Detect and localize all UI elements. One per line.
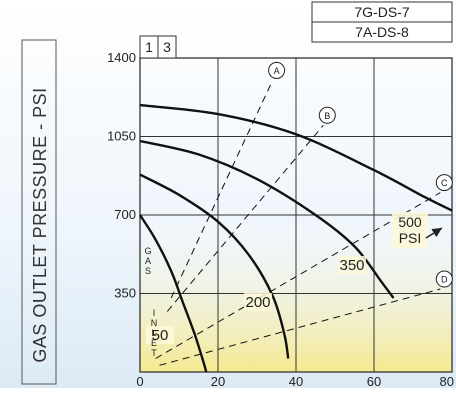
x-tick-label-20: 20 xyxy=(211,374,225,388)
series-label-350: 350 xyxy=(339,257,364,274)
series-marker-c xyxy=(435,174,453,192)
gas-inlet-char-2: S xyxy=(145,266,151,276)
series-label-bg-350 xyxy=(338,256,366,274)
series-marker-b xyxy=(318,106,336,124)
y-tick-label-1400: 1400 xyxy=(107,50,136,65)
header-box-label-3: 3 xyxy=(163,39,171,55)
series-label-d: D xyxy=(441,275,448,285)
gas-inlet-char-7: T xyxy=(151,348,157,358)
header-box-label-1: 1 xyxy=(145,39,153,55)
x-tick-label-40: 40 xyxy=(289,374,303,388)
header-box-3 xyxy=(157,35,177,59)
series-marker-a xyxy=(268,61,286,79)
series-label-50: 50 xyxy=(152,327,169,344)
series-line-500-psi xyxy=(139,103,453,212)
model-label-7a-ds-8: 7A-DS-8 xyxy=(355,24,409,40)
y-tick-label-350: 350 xyxy=(114,286,136,301)
series-label-500-psi-1: PSI xyxy=(399,230,422,246)
series-line-b xyxy=(166,124,324,312)
y-tick-label-1050: 1050 xyxy=(107,129,136,144)
series-layer xyxy=(138,80,453,373)
series-line-c xyxy=(155,192,441,359)
y-axis-title: GAS OUTLET PRESSURE - PSI xyxy=(30,87,50,362)
series-label-a: A xyxy=(274,66,280,76)
series-arrow-500-psi xyxy=(425,227,443,239)
series-marker-d xyxy=(435,270,453,288)
x-tick-label-0: 0 xyxy=(136,374,143,388)
series-line-200 xyxy=(139,173,290,359)
series-line-50 xyxy=(138,214,208,373)
gas-inlet-char-1: A xyxy=(145,256,151,266)
y-tick-label-700: 700 xyxy=(114,207,136,222)
gas-inlet-char-3: I xyxy=(153,308,156,318)
gas-inlet-char-5: L xyxy=(151,328,156,338)
series-label-bg-500-psi xyxy=(392,212,428,248)
series-line-350 xyxy=(139,139,395,299)
series-label-200: 200 xyxy=(245,294,270,311)
series-label-bg-50 xyxy=(146,326,174,344)
series-line-a xyxy=(170,80,274,299)
series-label-bg-200 xyxy=(244,293,272,311)
series-line-d xyxy=(159,288,441,366)
x-tick-label-80: 80 xyxy=(440,374,454,388)
gas-inlet-char-4: N xyxy=(151,318,158,328)
series-label-b: B xyxy=(324,111,330,121)
series-label-500-psi-0: 500 xyxy=(398,214,422,230)
gas-inlet-char-6: E xyxy=(151,338,157,348)
x-tick-label-60: 60 xyxy=(367,374,381,388)
gas-inlet-char-0: G xyxy=(144,246,151,256)
series-label-c: C xyxy=(441,178,448,188)
y-title-box xyxy=(21,39,57,385)
model-label-7g-ds-7: 7G-DS-7 xyxy=(354,4,409,20)
model-box-1 xyxy=(311,21,453,43)
